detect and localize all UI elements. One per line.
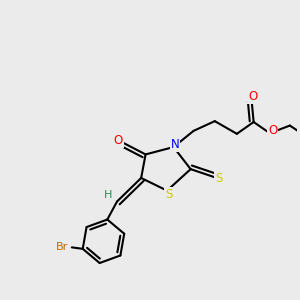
Text: H: H xyxy=(104,190,112,200)
Text: Br: Br xyxy=(56,242,68,252)
Text: O: O xyxy=(268,124,278,137)
Text: O: O xyxy=(248,91,258,103)
Text: S: S xyxy=(215,172,222,185)
Text: S: S xyxy=(165,188,172,201)
Text: O: O xyxy=(114,134,123,147)
Text: N: N xyxy=(171,138,179,151)
